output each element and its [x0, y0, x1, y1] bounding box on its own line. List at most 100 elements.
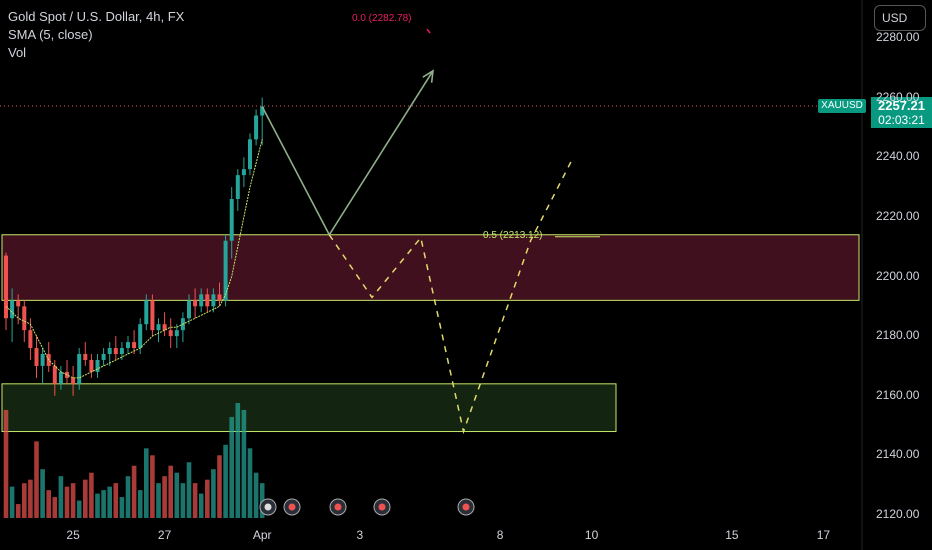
volume-bar: [58, 476, 64, 518]
candle: [235, 175, 240, 199]
volume-bar: [119, 497, 125, 518]
volume-bar: [101, 490, 106, 518]
volume-bar: [107, 486, 112, 518]
volume-bar: [70, 483, 76, 518]
volume-bar: [137, 490, 143, 518]
legend-title: Gold Spot / U.S. Dollar, 4h, FX: [8, 9, 185, 24]
volume-bar: [180, 483, 186, 518]
volume-bar: [34, 441, 39, 518]
time-tick-label: 27: [157, 528, 172, 542]
volume-bar: [253, 472, 259, 518]
support-zone: [1, 383, 617, 433]
candle: [52, 365, 57, 384]
candle: [241, 169, 246, 176]
volume-bar: [40, 469, 45, 518]
time-tick-label: 3: [356, 528, 364, 542]
price-tick-label: 2260.00: [876, 89, 920, 104]
projection-path-dashed: [328, 156, 574, 435]
last-price: 2257.21: [878, 98, 925, 113]
legend-volume: Vol: [8, 45, 27, 60]
candle: [126, 342, 130, 349]
volume-bar: [52, 497, 58, 518]
last-price-tag: 2257.21 02:03:21: [871, 97, 932, 128]
candle: [89, 359, 94, 372]
candle: [10, 300, 15, 319]
volume-bar: [235, 403, 241, 518]
volume-bar: [95, 493, 100, 518]
volume-bar: [205, 479, 210, 518]
volume-bar: [192, 483, 198, 518]
currency-button[interactable]: USD: [874, 5, 926, 31]
candle: [138, 324, 143, 349]
volume-bar: [162, 476, 167, 518]
candle: [132, 342, 137, 349]
candle: [156, 324, 161, 331]
time-tick-label: Apr: [252, 528, 272, 542]
candle: [162, 324, 167, 331]
sma-line: [5, 139, 263, 379]
price-tick-label: 2120.00: [876, 507, 920, 521]
candle: [4, 255, 8, 319]
volume-bar: [223, 444, 228, 518]
candle: [223, 240, 228, 301]
fib-top-label: 0.0 (2282.78): [352, 13, 412, 24]
candle: [150, 300, 155, 331]
candle: [101, 354, 106, 360]
candle: [217, 294, 222, 301]
candle: [34, 348, 39, 366]
candle: [95, 359, 100, 372]
price-tick-label: 2200.00: [876, 268, 920, 283]
candle: [119, 348, 124, 355]
candle: [211, 294, 216, 307]
fib-top-line: [426, 28, 431, 34]
volume-bar: [131, 465, 137, 518]
volume-bar: [229, 416, 234, 518]
candle: [260, 106, 265, 116]
volume-bar: [28, 479, 33, 518]
volume-bar: [144, 448, 149, 518]
candle: [144, 300, 149, 325]
candle: [193, 300, 198, 307]
candle: [77, 354, 82, 384]
candle: [254, 115, 259, 140]
candle: [229, 198, 234, 241]
price-tick-label: 2280.00: [876, 30, 920, 44]
volume-bar: [211, 469, 216, 518]
candle: [248, 139, 252, 170]
time-tick-label: 17: [816, 528, 831, 542]
volume-bar: [217, 455, 222, 518]
candle: [28, 330, 33, 349]
volume-bar: [247, 448, 253, 518]
candle: [16, 300, 21, 307]
candle: [199, 294, 204, 307]
legend-sma: SMA (5, close): [8, 27, 93, 42]
candle: [83, 354, 88, 360]
candle: [113, 348, 118, 355]
volume-bar: [76, 500, 82, 518]
volume-bar: [168, 465, 173, 518]
candle: [71, 377, 76, 384]
candle: [187, 300, 191, 319]
fib-mid-label: 0.5 (2213.12): [483, 230, 543, 241]
event-icon-dot: [462, 503, 470, 511]
candle: [168, 330, 173, 337]
volume-bar: [259, 483, 265, 518]
volume-bar: [9, 486, 15, 518]
volume-bar: [15, 504, 21, 518]
time-tick-label: 25: [66, 528, 80, 542]
event-icon-dot: [264, 503, 272, 511]
time-tick-label: 15: [725, 528, 739, 542]
projection-path-solid: [261, 70, 434, 237]
candle: [205, 294, 210, 307]
volume-bar: [22, 483, 27, 518]
volume-bar: [198, 493, 204, 518]
volume-bar: [186, 462, 192, 518]
event-icon-dot: [378, 503, 386, 511]
candle: [58, 371, 63, 384]
event-icon-dot: [288, 503, 296, 511]
price-tick-label: 2220.00: [876, 208, 920, 223]
volume-bar: [150, 455, 155, 518]
volume-bar: [113, 483, 119, 518]
volume-bar: [156, 483, 161, 518]
